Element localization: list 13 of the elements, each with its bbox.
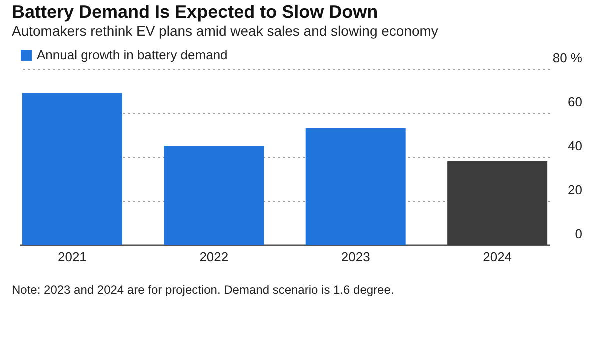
text: Note: 2023 and 2024 are for projection. Demand scenario is 1.6 degree. <box>12 283 394 297</box>
y-tick-label: 40 <box>568 138 582 154</box>
y-tick-label: 60 <box>568 94 582 110</box>
x-tick-label: 2024 <box>483 250 512 264</box>
x-tick-label: 2021 <box>58 250 87 264</box>
chart-subtitle: Automakers rethink EV plans amid weak sales and slowing economy <box>12 23 438 39</box>
y-tick-label: 20 <box>568 182 582 198</box>
chart-title: Battery Demand Is Expected to Slow Down <box>12 2 378 22</box>
x-tick-label: 2023 <box>341 250 370 264</box>
legend-label: Annual growth in battery demand <box>37 48 228 62</box>
y-tick-label: 80 % <box>552 50 583 66</box>
x-tick-label: 2022 <box>200 250 229 264</box>
y-tick-label: 0 <box>575 226 582 242</box>
